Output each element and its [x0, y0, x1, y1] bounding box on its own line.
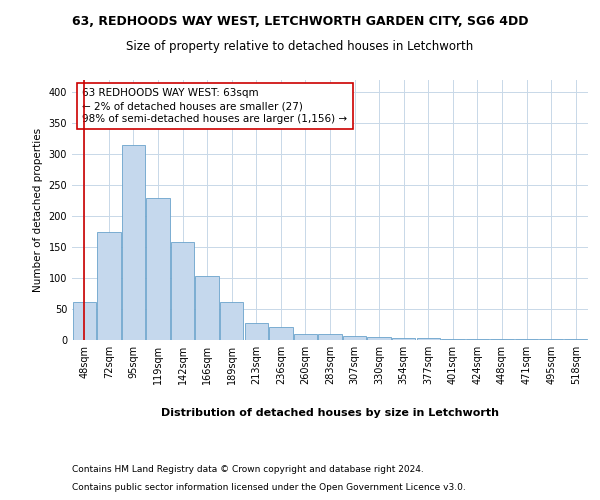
Bar: [416, 338, 440, 340]
Y-axis label: Number of detached properties: Number of detached properties: [33, 128, 43, 292]
Bar: [122, 145, 145, 340]
Bar: [269, 327, 293, 340]
Bar: [196, 276, 219, 340]
Bar: [171, 242, 194, 340]
Text: 63, REDHOODS WAY WEST, LETCHWORTH GARDEN CITY, SG6 4DD: 63, REDHOODS WAY WEST, LETCHWORTH GARDEN…: [72, 15, 528, 28]
Text: Contains HM Land Registry data © Crown copyright and database right 2024.: Contains HM Land Registry data © Crown c…: [72, 465, 424, 474]
Bar: [441, 339, 464, 340]
Bar: [319, 334, 341, 340]
Bar: [539, 339, 563, 340]
Bar: [367, 337, 391, 340]
Bar: [392, 338, 415, 340]
Bar: [73, 302, 96, 340]
Bar: [564, 339, 587, 340]
Bar: [220, 302, 244, 340]
Bar: [97, 232, 121, 340]
Text: Contains public sector information licensed under the Open Government Licence v3: Contains public sector information licen…: [72, 482, 466, 492]
Text: Distribution of detached houses by size in Letchworth: Distribution of detached houses by size …: [161, 408, 499, 418]
Bar: [343, 336, 366, 340]
Text: Size of property relative to detached houses in Letchworth: Size of property relative to detached ho…: [127, 40, 473, 53]
Text: 63 REDHOODS WAY WEST: 63sqm
← 2% of detached houses are smaller (27)
98% of semi: 63 REDHOODS WAY WEST: 63sqm ← 2% of deta…: [82, 88, 347, 124]
Bar: [294, 334, 317, 340]
Bar: [146, 198, 170, 340]
Bar: [245, 322, 268, 340]
